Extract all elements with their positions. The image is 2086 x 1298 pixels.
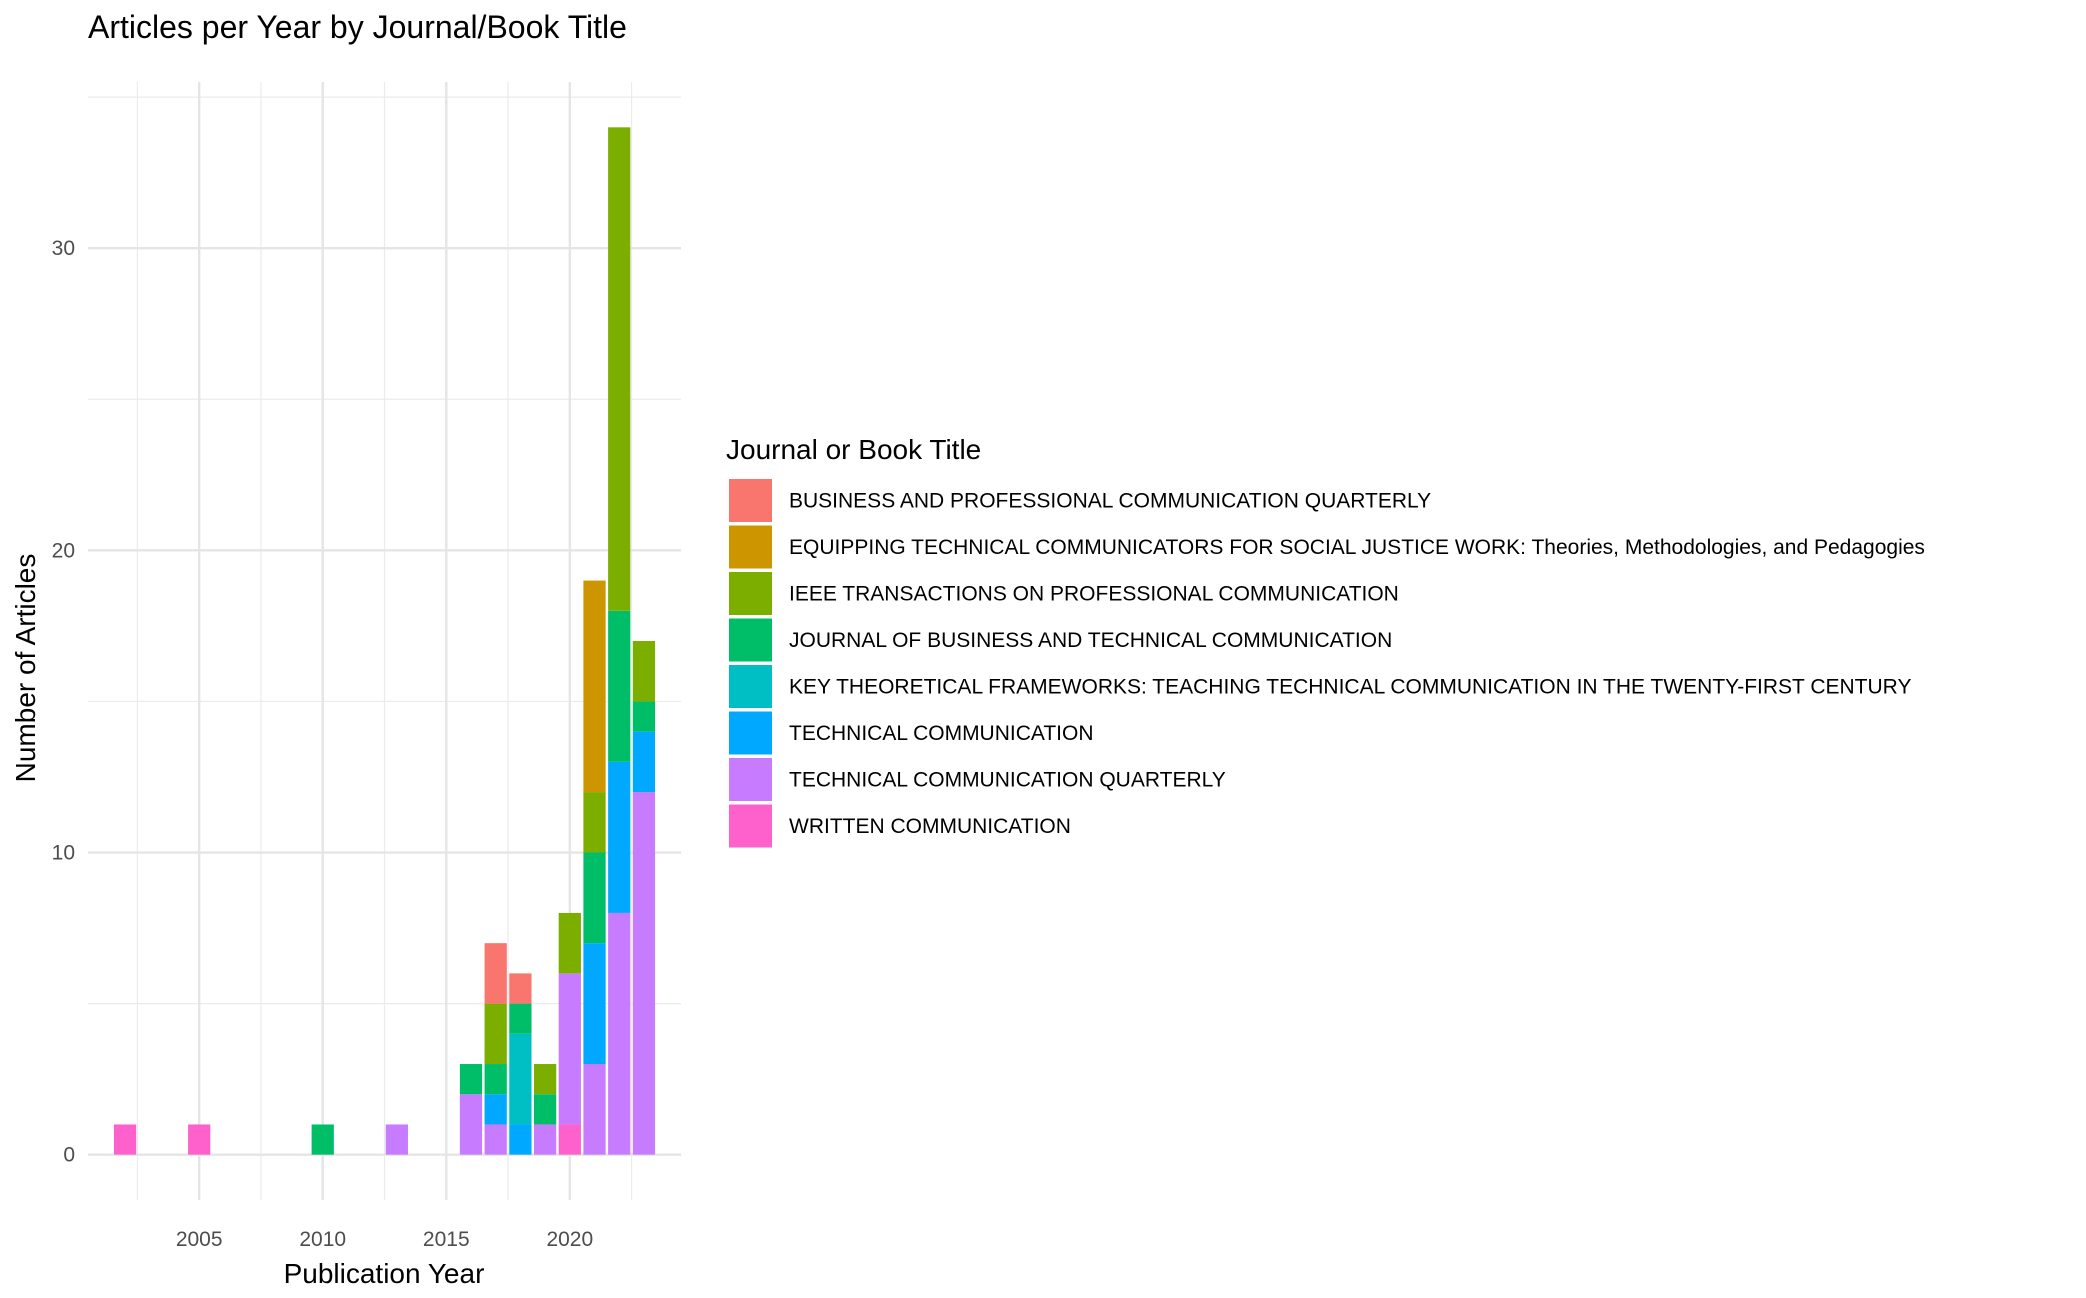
legend-key [729, 479, 772, 522]
bar-segment [583, 792, 606, 853]
y-tick-label: 10 [52, 842, 75, 865]
bar-segment [632, 731, 656, 793]
legend-title: Journal or Book Title [726, 434, 981, 465]
bar-segment [632, 641, 656, 702]
legend-label: TECHNICAL COMMUNICATION QUARTERLY [789, 769, 1226, 792]
chart-title: Articles per Year by Journal/Book Title [88, 9, 627, 45]
legend-key [729, 758, 772, 801]
legend-label: WRITTEN COMMUNICATION [789, 815, 1071, 838]
bar-segment [113, 1124, 137, 1155]
y-axis-title: Number of Articles [10, 554, 41, 783]
bar-segment [608, 912, 631, 1155]
x-axis-title: Publication Year [284, 1258, 485, 1289]
bar-segment [484, 943, 507, 1004]
bar-segment [533, 1124, 557, 1155]
y-tick-label: 30 [52, 237, 75, 260]
legend-key [729, 572, 772, 615]
bar-segment [484, 1064, 507, 1095]
legend-key [729, 804, 772, 848]
bar-segment [558, 973, 581, 1125]
bar-segment [509, 1003, 532, 1034]
bar-segment [632, 701, 656, 732]
legend-key [729, 665, 772, 708]
bar-segment [385, 1124, 408, 1155]
x-axis-ticks: 2005 2010 2015 2020 [176, 1228, 593, 1251]
legend-items: BUSINESS AND PROFESSIONAL COMMUNICATION … [729, 479, 1925, 848]
bars [113, 127, 656, 1155]
bar-segment [311, 1124, 334, 1155]
x-tick-label: 2010 [299, 1228, 346, 1251]
bar-segment [459, 1094, 483, 1155]
legend-label: TECHNICAL COMMUNICATION [789, 722, 1094, 745]
bar-segment [608, 610, 631, 762]
bar-segment [583, 943, 606, 1065]
x-tick-label: 2015 [423, 1228, 470, 1251]
y-tick-label: 0 [63, 1144, 75, 1167]
bar-segment [583, 1064, 606, 1155]
x-tick-label: 2020 [546, 1228, 593, 1251]
bar-segment [558, 1124, 581, 1155]
grid [88, 82, 681, 1200]
bar-segment [459, 1064, 483, 1095]
legend-label: JOURNAL OF BUSINESS AND TECHNICAL COMMUN… [789, 629, 1392, 652]
legend-label: KEY THEORETICAL FRAMEWORKS: TEACHING TEC… [789, 676, 1911, 699]
x-tick-label: 2005 [176, 1228, 223, 1251]
y-axis-ticks: 0 10 20 30 [52, 237, 75, 1166]
bar-segment [188, 1124, 211, 1155]
bar-segment [509, 1124, 532, 1155]
y-tick-label: 20 [52, 539, 75, 562]
bar-segment [632, 792, 656, 1155]
bar-segment [484, 1094, 507, 1125]
bar-segment [583, 852, 606, 944]
legend-label: EQUIPPING TECHNICAL COMMUNICATORS FOR SO… [789, 536, 1925, 559]
bar-segment [608, 761, 631, 913]
legend-key [729, 618, 772, 662]
legend-label: IEEE TRANSACTIONS ON PROFESSIONAL COMMUN… [789, 583, 1399, 606]
bar-segment [509, 1033, 532, 1125]
legend-key [729, 525, 772, 569]
legend-key [729, 711, 772, 755]
bar-segment [558, 912, 581, 974]
bar-segment [484, 1003, 507, 1065]
bar-segment [509, 973, 532, 1004]
bar-segment [484, 1124, 507, 1155]
bar-segment [533, 1064, 557, 1095]
bar-segment [533, 1094, 557, 1125]
bar-segment [583, 580, 606, 793]
bar-segment [608, 127, 631, 611]
legend-label: BUSINESS AND PROFESSIONAL COMMUNICATION … [789, 490, 1431, 513]
legend: Journal or Book Title BUSINESS AND PROFE… [726, 434, 1925, 848]
